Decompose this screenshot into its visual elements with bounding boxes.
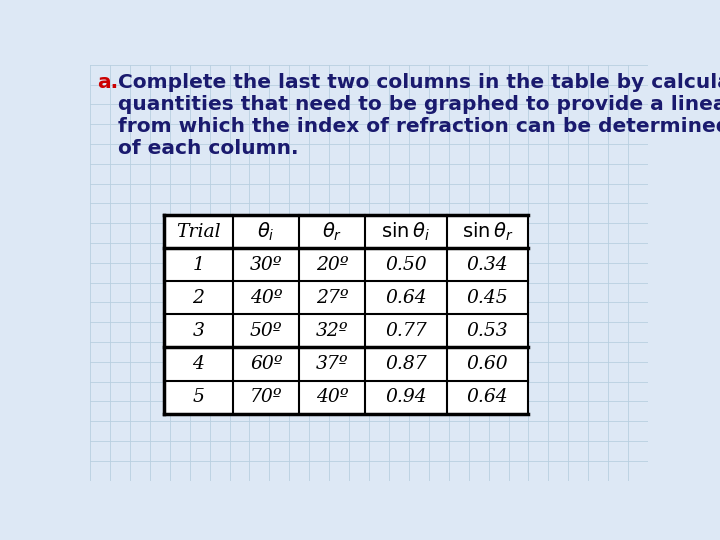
Text: 0.45: 0.45 bbox=[467, 289, 508, 307]
Text: 4: 4 bbox=[192, 355, 204, 373]
Text: $\theta_r$: $\theta_r$ bbox=[322, 220, 342, 242]
Text: 70º: 70º bbox=[250, 388, 283, 406]
Text: 37º: 37º bbox=[316, 355, 348, 373]
Text: 0.94: 0.94 bbox=[385, 388, 427, 406]
Text: 0.60: 0.60 bbox=[467, 355, 508, 373]
Text: 3: 3 bbox=[192, 322, 204, 340]
Text: 0.50: 0.50 bbox=[385, 255, 427, 274]
Text: 20º: 20º bbox=[316, 255, 348, 274]
Text: Complete the last two columns in the table by calculating the
quantities that ne: Complete the last two columns in the tab… bbox=[118, 72, 720, 158]
Text: $\sin\theta_i$: $\sin\theta_i$ bbox=[382, 220, 430, 242]
Text: 1: 1 bbox=[192, 255, 204, 274]
Text: $\theta_i$: $\theta_i$ bbox=[258, 220, 275, 242]
Text: 30º: 30º bbox=[250, 255, 283, 274]
Text: $\sin\theta_r$: $\sin\theta_r$ bbox=[462, 220, 513, 242]
Text: 0.53: 0.53 bbox=[467, 322, 508, 340]
Text: 0.77: 0.77 bbox=[385, 322, 427, 340]
Text: 0.64: 0.64 bbox=[467, 388, 508, 406]
Text: 2: 2 bbox=[192, 289, 204, 307]
Text: 40º: 40º bbox=[316, 388, 348, 406]
Text: Trial: Trial bbox=[176, 222, 221, 240]
Text: a.: a. bbox=[97, 72, 118, 91]
Text: 50º: 50º bbox=[250, 322, 283, 340]
Text: 32º: 32º bbox=[316, 322, 348, 340]
Text: 5: 5 bbox=[192, 388, 204, 406]
Text: 0.34: 0.34 bbox=[467, 255, 508, 274]
Text: 0.64: 0.64 bbox=[385, 289, 427, 307]
Text: 40º: 40º bbox=[250, 289, 283, 307]
Bar bbox=[163, 215, 528, 414]
Text: 60º: 60º bbox=[250, 355, 283, 373]
Text: 0.87: 0.87 bbox=[385, 355, 427, 373]
Text: 27º: 27º bbox=[316, 289, 348, 307]
